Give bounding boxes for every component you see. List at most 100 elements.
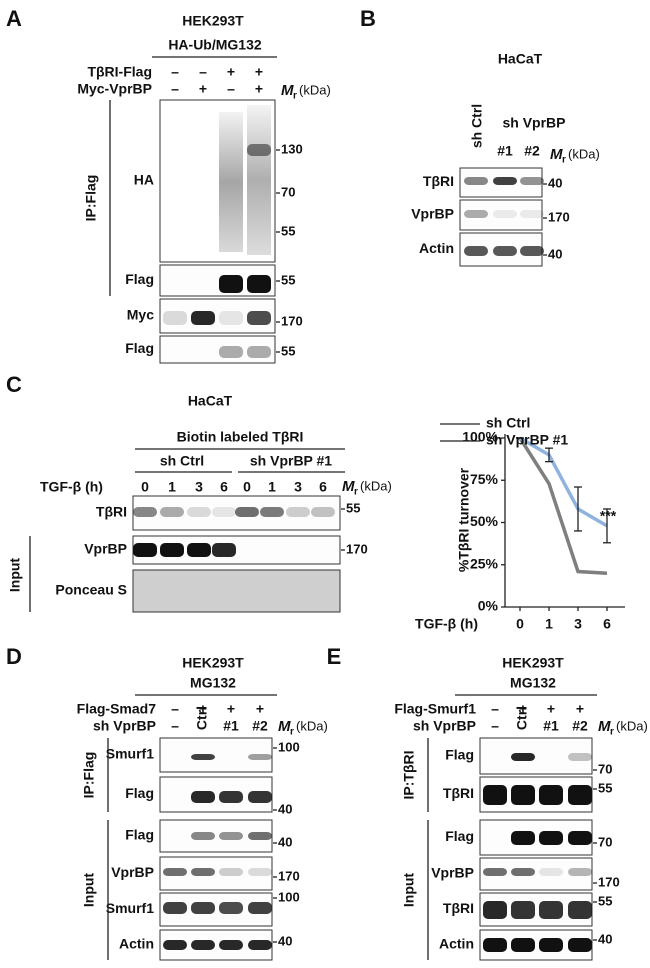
time-label: TGF-β (h) (40, 479, 103, 495)
blot-band (191, 902, 215, 914)
mw-marker: 55 (346, 500, 360, 515)
blot-label: TβRI (443, 900, 474, 916)
y-tick-label: 25% (470, 555, 499, 571)
panel-label: C (6, 372, 22, 397)
blot-band (568, 785, 592, 805)
blot-band (511, 901, 535, 919)
blot-label: HA (134, 172, 154, 188)
group-label: sh Ctrl (469, 104, 485, 148)
mr-symbol: M (550, 146, 563, 163)
treatment: HA-Ub/MG132 (168, 37, 262, 53)
blot-band (511, 938, 535, 952)
blot-band (191, 791, 215, 803)
treatment: MG132 (510, 675, 556, 691)
mr-symbol: M (342, 478, 355, 495)
blot-band (539, 868, 563, 876)
blot-band (568, 938, 592, 952)
blot-band (191, 311, 215, 325)
legend-label: sh VprBP #1 (486, 432, 568, 448)
mw-marker: 40 (548, 175, 562, 190)
mr-symbol: M (278, 718, 291, 735)
mw-marker: 100 (278, 889, 300, 904)
lane-label: – (491, 718, 499, 734)
blot-band (219, 832, 243, 840)
blot-label: Ponceau S (55, 582, 127, 598)
blot-band (235, 507, 259, 517)
blot-band (260, 507, 284, 517)
smear (247, 105, 271, 255)
timepoint: 1 (268, 479, 276, 495)
blot-band (511, 753, 535, 761)
blot-band (493, 246, 517, 256)
blot-label: Actin (119, 936, 154, 952)
mw-marker: 170 (548, 209, 570, 224)
lane-label: + (199, 701, 207, 717)
y-tick-label: 50% (470, 513, 499, 529)
lane-sign: + (255, 64, 263, 80)
blot-band (248, 868, 272, 876)
condition-label: sh VprBP (93, 718, 156, 734)
lane-label: #2 (252, 718, 268, 734)
timepoint: 1 (168, 479, 176, 495)
x-axis-label: TGF-β (h) (415, 616, 478, 632)
mr-unit: (kDa) (296, 718, 328, 733)
blot-band (247, 144, 271, 156)
blot-label: Flag (125, 785, 154, 801)
blot-membrane (159, 99, 276, 263)
blot-label: TβRI (423, 173, 454, 189)
mw-marker: 100 (278, 739, 300, 754)
blot-band (568, 901, 592, 919)
panel-label: E (327, 644, 342, 669)
blot-band (212, 507, 236, 517)
timepoint: 0 (243, 479, 251, 495)
series-line (519, 436, 608, 528)
blot-label: Myc (127, 307, 154, 323)
blot-band (520, 246, 544, 256)
lane-sign: – (199, 64, 207, 80)
lane-sign: – (227, 81, 235, 97)
blot-band (219, 902, 243, 914)
blot-band (286, 507, 310, 517)
timepoint: 0 (141, 479, 149, 495)
blot-label: VprBP (111, 864, 154, 880)
mr-symbol: M (598, 718, 611, 735)
cell-line: HEK293T (502, 655, 564, 671)
blot-label: Flag (445, 828, 474, 844)
blot-band (191, 754, 215, 760)
blot-band (163, 868, 187, 876)
mw-marker: 70 (598, 834, 612, 849)
lane-sign: + (255, 81, 263, 97)
lane-label: + (547, 701, 555, 717)
blot-membrane (159, 819, 273, 853)
blot-band (493, 210, 517, 218)
blot-band (160, 543, 184, 557)
lane-label: + (519, 701, 527, 717)
mw-marker: 40 (598, 931, 612, 946)
blot-band (212, 543, 236, 557)
mr-subscript: r (610, 727, 614, 738)
blot-band (248, 754, 272, 760)
x-tick-label: 1 (545, 616, 553, 632)
blot-band (539, 901, 563, 919)
mw-marker: 170 (281, 313, 303, 328)
x-tick-label: 6 (603, 616, 611, 632)
blot-label: Flag (125, 827, 154, 843)
lane-label: + (256, 701, 264, 717)
mr-unit: (kDa) (360, 478, 392, 493)
blot-band (248, 791, 272, 803)
blot-label: Flag (125, 340, 154, 356)
mw-marker: 170 (598, 874, 620, 889)
mr-subscript: r (354, 487, 358, 498)
lane-label: #2 (572, 718, 588, 734)
cell-line: HEK293T (182, 13, 244, 29)
blot-band (160, 507, 184, 517)
mw-marker: 130 (281, 141, 303, 156)
mr-unit: (kDa) (299, 82, 331, 97)
blot-band (133, 543, 157, 557)
significance: *** (600, 508, 617, 524)
blot-band (511, 785, 535, 805)
blot-band (219, 311, 243, 325)
blot-band (511, 831, 535, 845)
blot-band (219, 791, 243, 803)
